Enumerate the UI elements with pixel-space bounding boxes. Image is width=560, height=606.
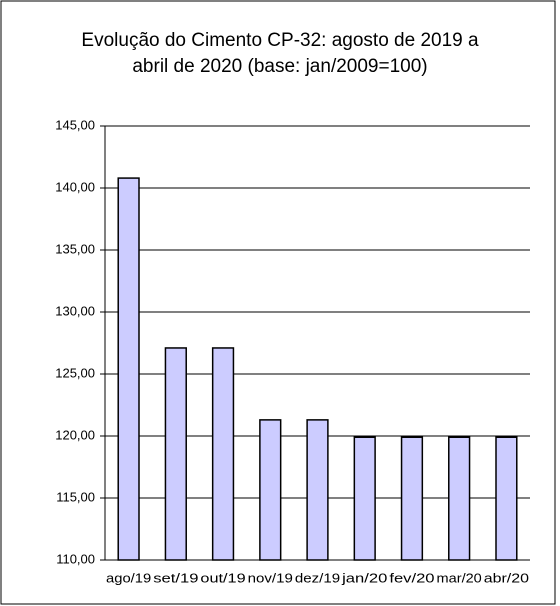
x-tick-label: abr/20	[484, 570, 529, 585]
bar	[117, 177, 140, 561]
x-tick-label: set/19	[153, 570, 198, 585]
bar	[211, 347, 235, 561]
y-tick-label: 125,00	[55, 365, 95, 380]
y-tick-label: 110,00	[56, 551, 95, 566]
y-tick-label: 145,00	[55, 117, 95, 132]
y-tick-label: 130,00	[55, 303, 95, 318]
y-tick-label: 140,00	[55, 179, 95, 194]
x-tick-label: jan/20	[341, 570, 387, 585]
x-tick-label: ago/19	[106, 570, 151, 585]
bar	[448, 436, 471, 561]
bar	[495, 436, 518, 561]
bar	[164, 347, 187, 561]
bar	[353, 436, 376, 561]
chart-title: Evolução do Cimento CP-32: agosto de 201…	[81, 30, 479, 77]
x-tick-label: mar/20	[437, 570, 482, 585]
bar	[400, 436, 424, 561]
y-tick-label: 120,00	[55, 427, 95, 442]
y-tick-label: 115,00	[56, 489, 95, 504]
x-tick-label: fev/20	[389, 570, 434, 585]
bar	[306, 419, 329, 561]
bar	[259, 419, 282, 561]
x-tick-label: out/19	[200, 570, 245, 585]
y-tick-label: 135,00	[55, 241, 95, 256]
x-tick-label: nov/19	[248, 570, 293, 585]
x-tick-label: dez/19	[295, 570, 340, 585]
